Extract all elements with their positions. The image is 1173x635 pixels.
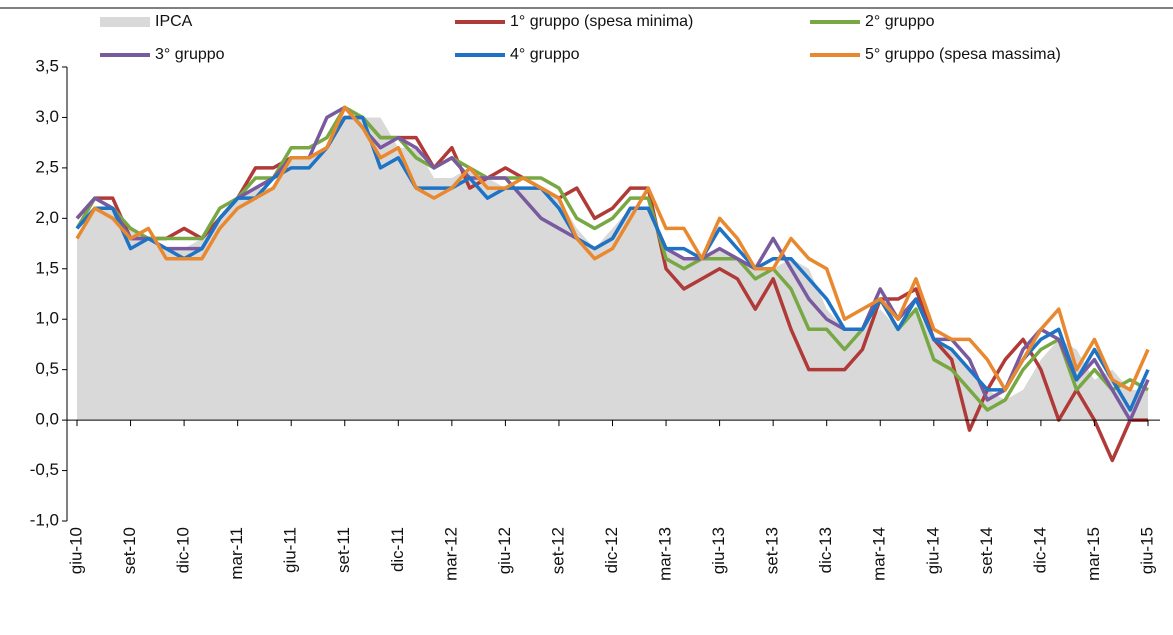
legend-label: 4° gruppo: [510, 46, 580, 63]
line: [75, 105, 1149, 412]
x-tick-label: giu-13: [709, 527, 728, 574]
x-tick-label: giu-14: [923, 527, 942, 574]
y-tick-label: -0,5: [30, 460, 59, 479]
x-tick-label: giu-12: [495, 527, 514, 574]
line: [75, 105, 1150, 392]
x-tick-label: dic-10: [174, 527, 193, 573]
legend-label: 2° gruppo: [865, 13, 935, 30]
legend-label: 3° gruppo: [155, 46, 225, 63]
x-tick-label: dic-13: [816, 527, 835, 573]
line: [75, 115, 1148, 463]
x-tick-label: set-10: [120, 527, 139, 574]
x-tick-label: mar-15: [1084, 527, 1103, 581]
legend-label: 1° gruppo (spesa minima): [510, 13, 693, 30]
y-tick-label: 1,0: [35, 309, 59, 328]
x-tick-label: set-14: [977, 527, 996, 574]
x-tick-label: giu-15: [1137, 527, 1156, 574]
y-tick-label: 3,5: [35, 56, 59, 75]
x-tick-label: set-12: [548, 527, 567, 574]
x-tick-label: giu-10: [66, 527, 85, 574]
y-tick-label: 1,5: [35, 258, 59, 277]
legend-swatch: [100, 17, 150, 27]
legend-label: 5° gruppo (spesa massima): [865, 46, 1061, 63]
x-tick-label: dic-14: [1030, 527, 1049, 573]
x-tick-label: dic-12: [602, 527, 621, 573]
x-tick-label: dic-11: [388, 527, 407, 572]
x-tick-label: mar-11: [227, 527, 246, 580]
y-tick-label: 0,0: [35, 410, 59, 429]
y-tick-label: 0,5: [35, 359, 59, 378]
y-tick-label: 2,5: [35, 157, 59, 176]
y-tick-label: 2,0: [35, 208, 59, 227]
x-tick-label: set-11: [334, 527, 353, 573]
x-tick-label: mar-14: [870, 527, 889, 581]
y-tick-label: 3,0: [35, 107, 59, 126]
x-tick-label: mar-12: [441, 527, 460, 581]
y-tick-label: -1,0: [30, 510, 59, 529]
x-tick-label: set-13: [763, 527, 782, 574]
x-tick-label: mar-13: [656, 527, 675, 581]
x-tick-label: giu-11: [281, 527, 300, 573]
area: [77, 117, 1148, 421]
legend-label: IPCA: [155, 13, 193, 30]
